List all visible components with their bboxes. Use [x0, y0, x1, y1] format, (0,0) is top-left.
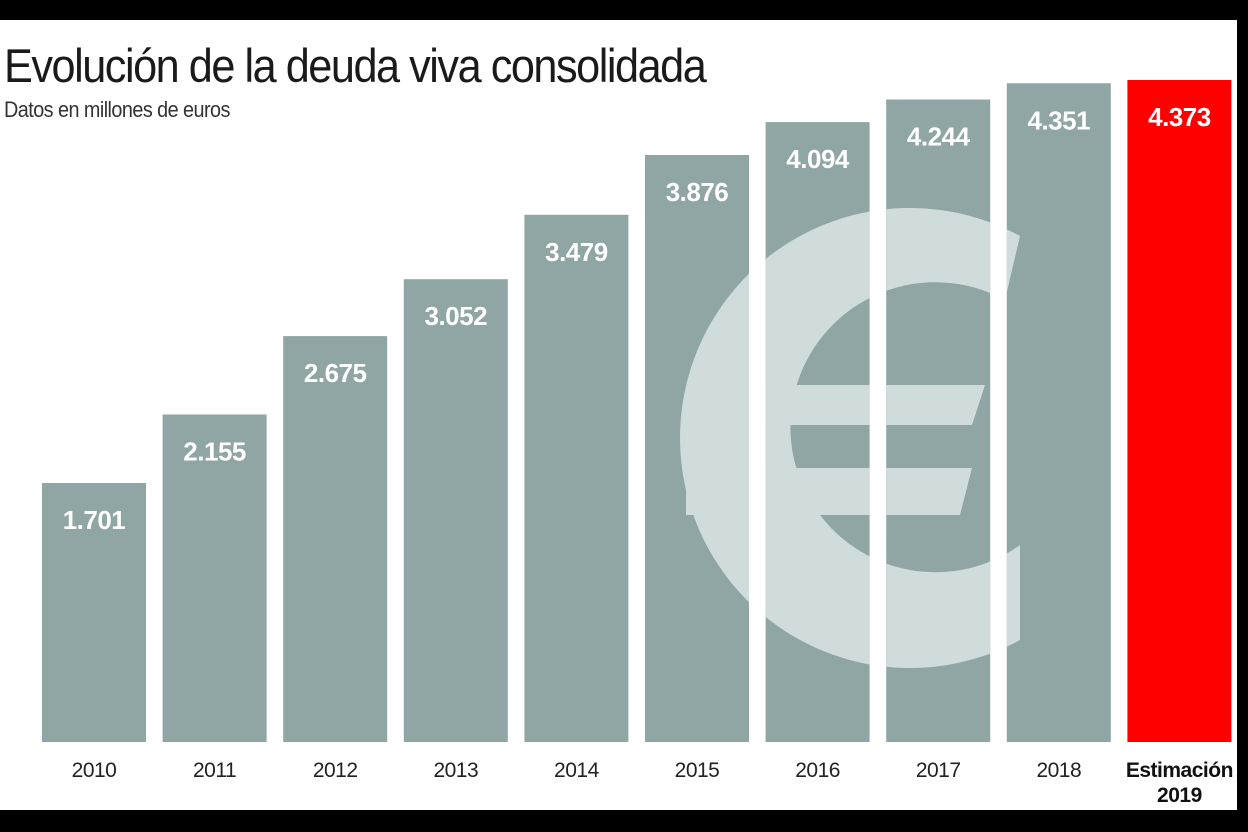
value-label: 3.479: [545, 237, 608, 267]
value-label: 2.155: [183, 437, 246, 467]
category-label: 2018: [1036, 759, 1081, 782]
category-label: 2010: [72, 759, 117, 782]
category-label: Estimación: [1126, 759, 1233, 782]
value-label: 3.052: [425, 301, 488, 331]
category-labels-group: 2010 2011 2012 2013 2014 2015 2016 2017 2018 Esti…: [72, 759, 1234, 807]
value-label: 4.351: [1028, 105, 1091, 135]
chart-subtitle: Datos en millones de euros: [4, 97, 230, 122]
bar-2018: [1006, 83, 1111, 743]
bar-2014: [524, 214, 629, 743]
bars-group: [42, 80, 1232, 743]
value-labels-group: 1.701 2.155 2.675 3.052 3.479 3.876 4.094 4.244…: [63, 102, 1212, 535]
bar-2010: [42, 483, 146, 742]
category-label: 2016: [795, 759, 840, 782]
value-label: 3.876: [666, 177, 729, 207]
value-label: 4.373: [1148, 102, 1211, 132]
bar-2012: [283, 336, 388, 742]
category-label: 2015: [675, 759, 720, 782]
category-label: 2014: [554, 759, 600, 782]
chart-title: Evolución de la deuda viva consolidada: [4, 39, 707, 92]
bar-estimación-2019: [1127, 80, 1232, 742]
value-label: 4.244: [907, 122, 971, 152]
category-label: 2017: [916, 759, 961, 782]
category-label: 2019: [1157, 784, 1202, 807]
bar-2013: [403, 279, 508, 742]
category-label: 2013: [433, 759, 478, 782]
bar-2011: [162, 414, 267, 742]
euro-crossbar-top: [686, 385, 985, 425]
euro-crossbar-bottom: [686, 468, 972, 515]
category-label: 2011: [193, 759, 236, 782]
value-label: 1.701: [63, 505, 126, 535]
value-label: 4.094: [786, 144, 850, 174]
category-label: 2012: [313, 759, 358, 782]
value-label: 2.675: [304, 358, 367, 388]
